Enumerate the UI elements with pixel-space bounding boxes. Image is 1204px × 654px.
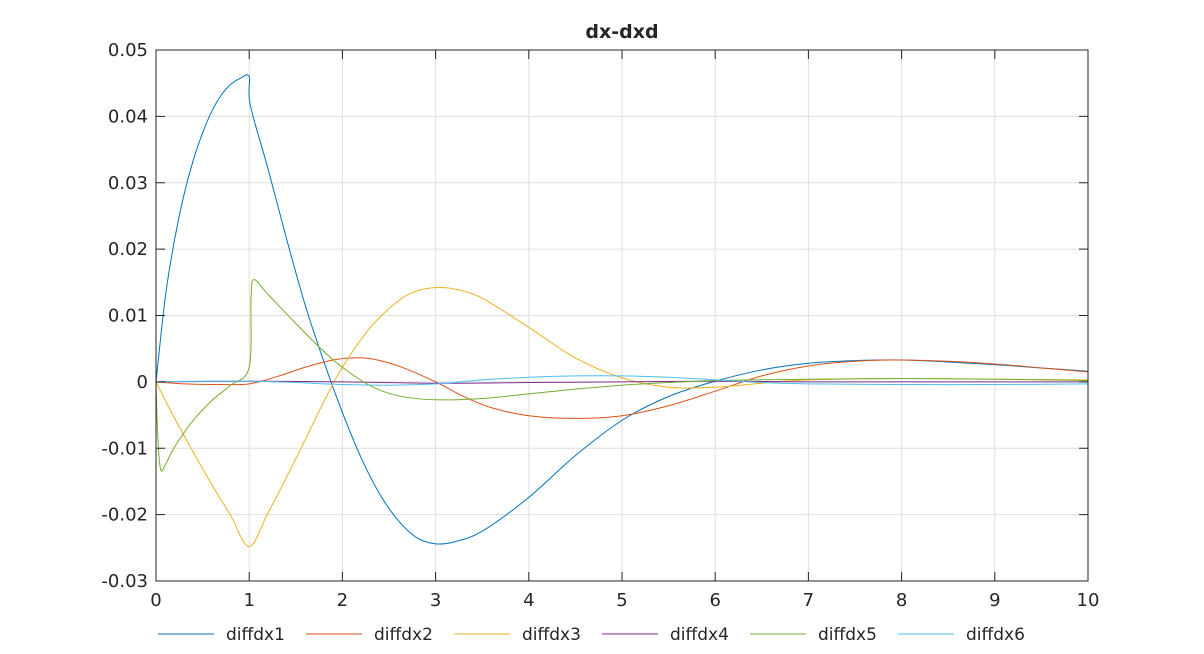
x-tick-label: 3 — [430, 590, 441, 611]
ticks: 0 1 2 3 4 5 6 7 8 9 10 -0.03 -0.02 -0.01 0 0.01 0.02 0.03… — [101, 40, 1099, 611]
legend-item-diffdx3: diffdx3 — [454, 625, 581, 645]
series-line-diffdx3 — [155, 286, 1089, 547]
y-tick-label: 0.05 — [108, 40, 148, 61]
y-tick-label: -0.02 — [101, 505, 148, 526]
x-tick-label: 8 — [896, 590, 907, 611]
series-line-diffdx1 — [155, 74, 1089, 545]
legend-label: diffdx5 — [818, 625, 877, 645]
series-line-diffdx6 — [155, 375, 1089, 386]
x-tick-label: 5 — [616, 590, 627, 611]
x-tick-label: 7 — [803, 590, 814, 611]
legend-item-diffdx5: diffdx5 — [750, 625, 877, 645]
x-tick-label: 0 — [150, 590, 161, 611]
legend-label: diffdx2 — [374, 625, 433, 645]
legend-item-diffdx1: diffdx1 — [158, 625, 285, 645]
x-tick-label: 10 — [1077, 590, 1100, 611]
x-tick-label: 4 — [523, 590, 534, 611]
legend: diffdx1 diffdx2 diffdx3 diffdx4 diffdx5 diffd… — [158, 625, 1025, 645]
y-tick-label: -0.03 — [101, 571, 148, 592]
series-layer — [155, 74, 1089, 547]
chart-title: dx-dxd — [585, 21, 658, 43]
legend-item-diffdx4: diffdx4 — [602, 625, 729, 645]
legend-item-diffdx2: diffdx2 — [306, 625, 433, 645]
x-tick-label: 9 — [989, 590, 1000, 611]
legend-label: diffdx6 — [966, 625, 1025, 645]
legend-item-diffdx6: diffdx6 — [898, 625, 1025, 645]
legend-label: diffdx3 — [522, 625, 581, 645]
y-tick-label: 0.01 — [108, 306, 148, 327]
x-tick-label: 6 — [709, 590, 720, 611]
series-line-diffdx2 — [155, 357, 1089, 419]
series-line-diffdx4 — [155, 380, 1088, 384]
y-tick-label: 0 — [137, 372, 148, 393]
y-tick-label: -0.01 — [101, 438, 148, 459]
legend-label: diffdx4 — [670, 625, 729, 645]
y-tick-label: 0.04 — [108, 106, 148, 127]
y-tick-label: 0.02 — [108, 239, 148, 260]
x-tick-label: 2 — [337, 590, 348, 611]
x-tick-label: 1 — [243, 590, 254, 611]
legend-label: diffdx1 — [226, 625, 285, 645]
y-tick-label: 0.03 — [108, 173, 148, 194]
